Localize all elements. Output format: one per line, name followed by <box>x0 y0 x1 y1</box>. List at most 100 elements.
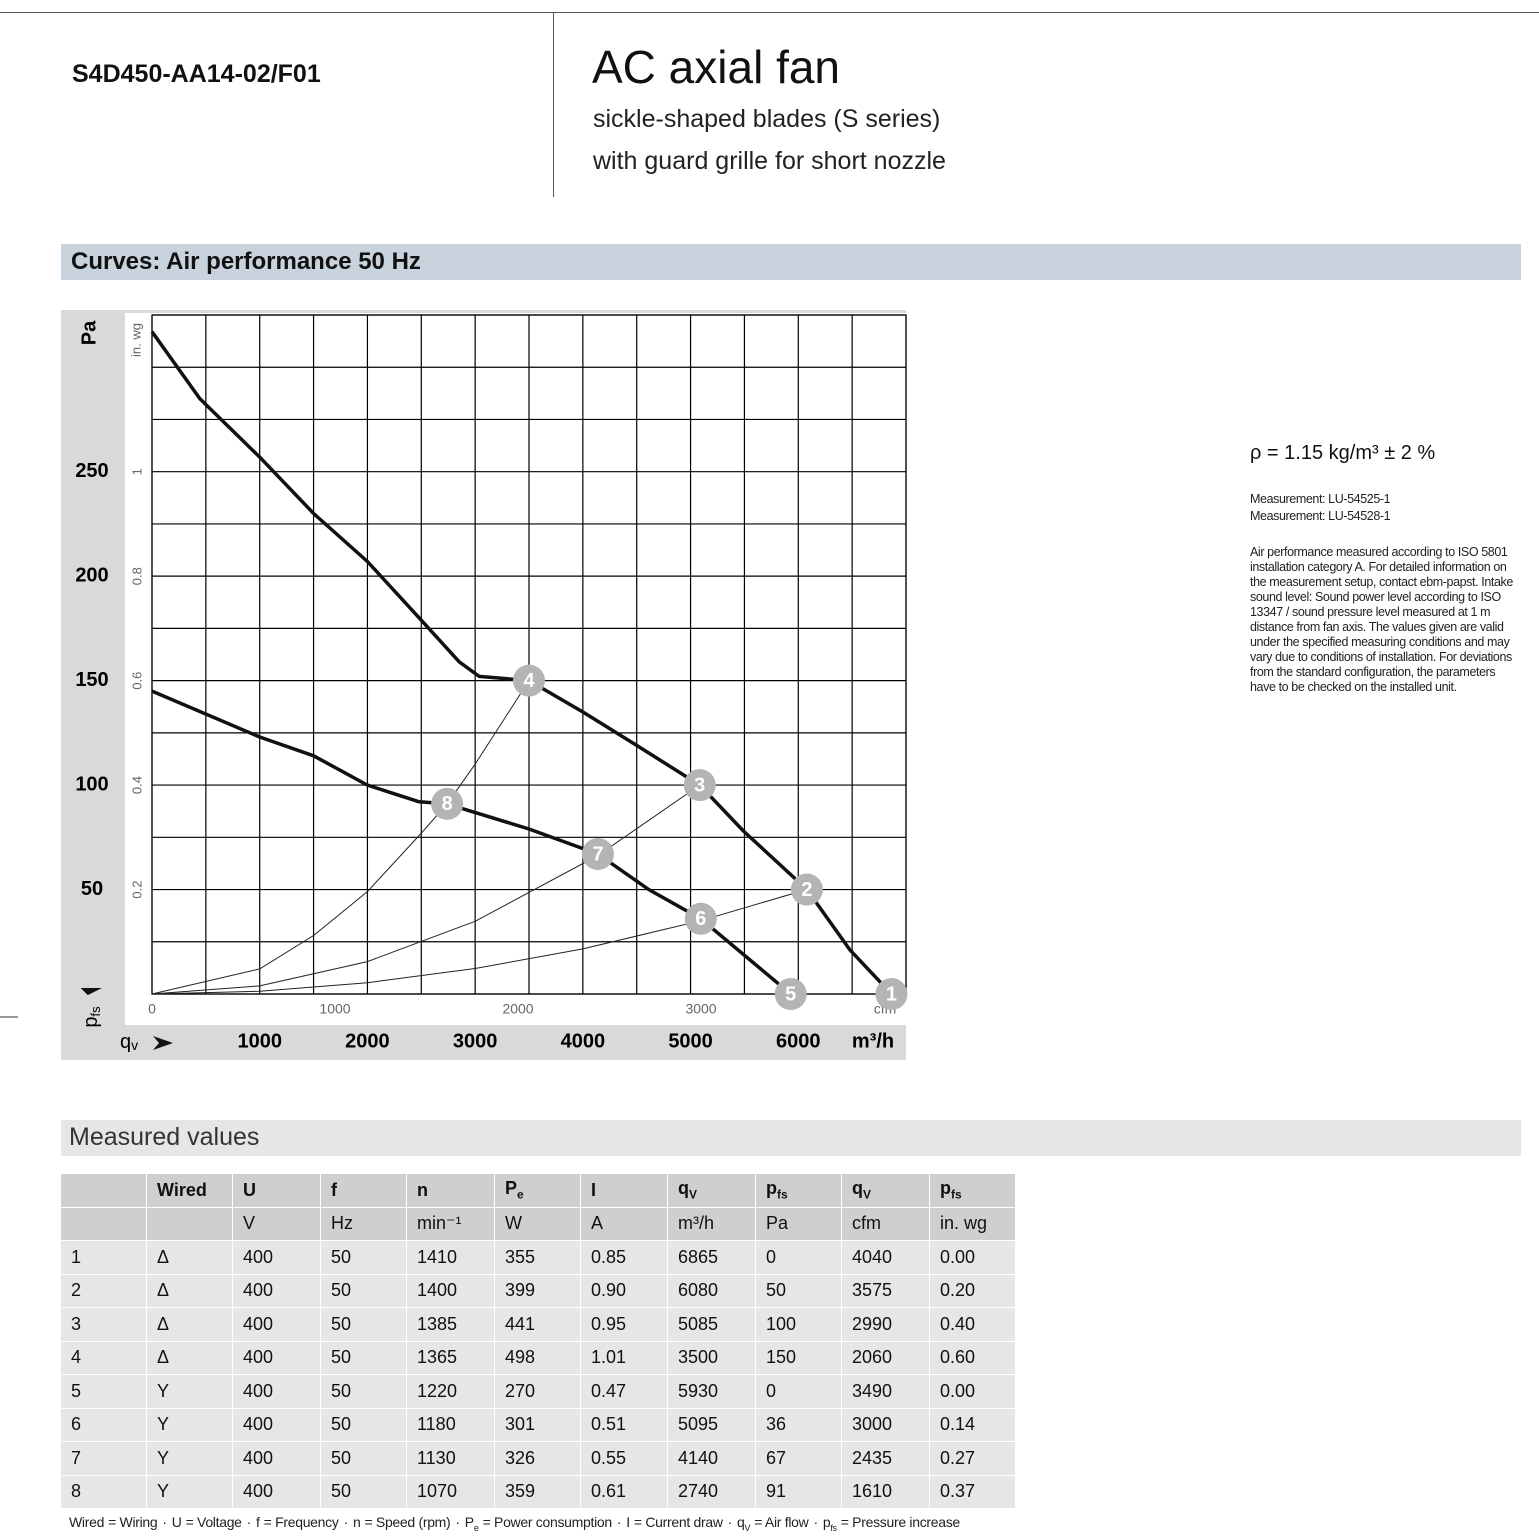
x-tick-label: 2000 <box>345 1030 390 1052</box>
operating-point-label: 2 <box>801 879 812 901</box>
table-cell: 0.14 <box>929 1408 1016 1442</box>
table-cell: Δ <box>146 1274 233 1308</box>
table-cell: 3490 <box>841 1374 930 1409</box>
footnote-symbol: q <box>737 1514 745 1530</box>
table-cell: 399 <box>494 1274 581 1308</box>
column-header: f <box>320 1174 407 1208</box>
operating-point <box>683 769 716 802</box>
row-number: 2 <box>61 1274 147 1308</box>
footnote-subscript: V <box>744 1522 751 1533</box>
x-axis-unit: m³/h <box>852 1030 894 1052</box>
column-unit: min⁻¹ <box>406 1207 495 1241</box>
table-cell: 0.00 <box>929 1374 1016 1409</box>
y-arrow <box>80 987 102 996</box>
x-tick-label: 3000 <box>453 1030 498 1052</box>
column-symbol: U <box>243 1179 256 1200</box>
table-row: 4 Δ 400 50 1365 498 1.01 3500 150 2060 0.60 <box>61 1341 1016 1375</box>
section-title: Curves: Air performance 50 Hz <box>71 248 421 275</box>
table-cell: 400 <box>232 1374 321 1409</box>
column-header: U <box>232 1174 321 1208</box>
column-header: qV <box>841 1174 930 1208</box>
table-cell: 50 <box>755 1274 842 1308</box>
table-cell: 3500 <box>667 1341 756 1375</box>
unit-text: in. wg <box>940 1213 988 1234</box>
row-number: 6 <box>61 1408 147 1442</box>
unit-text: m³/h <box>678 1213 714 1234</box>
footnote-symbol: Wired <box>69 1514 105 1530</box>
row-number: 1 <box>61 1240 147 1275</box>
table-cell: 400 <box>232 1240 321 1275</box>
unit-text: min⁻¹ <box>417 1213 462 1234</box>
table-cell: Δ <box>146 1341 233 1375</box>
column-subscript: fs <box>951 1188 962 1203</box>
table-cell: 6865 <box>667 1240 756 1275</box>
table-cell: 0.55 <box>580 1441 668 1476</box>
operating-point <box>790 873 823 906</box>
footnote-text: = Voltage <box>185 1514 242 1530</box>
operating-point-label: 5 <box>785 983 796 1005</box>
column-unit: in. wg <box>929 1207 1016 1241</box>
table-cell: 0.20 <box>929 1274 1016 1308</box>
table-cell: 301 <box>494 1408 581 1442</box>
footnote-subscript: e <box>473 1522 479 1533</box>
table-cell: 400 <box>232 1307 321 1342</box>
operating-point <box>581 838 614 871</box>
column-subscript: fs <box>777 1188 788 1203</box>
curve <box>151 784 700 995</box>
table-cell: 100 <box>755 1307 842 1342</box>
column-symbol: p <box>940 1178 951 1199</box>
column-header: pfs <box>929 1174 1016 1208</box>
operating-point <box>513 664 545 697</box>
table-cell: 1070 <box>406 1475 495 1509</box>
table-cell: 270 <box>494 1374 581 1409</box>
x2-tick-label: 2000 <box>502 1001 533 1017</box>
table-cell: 0.90 <box>580 1274 668 1308</box>
y-tick-label: 200 <box>75 564 108 586</box>
row-number: 3 <box>61 1307 147 1342</box>
table-cell: 150 <box>755 1341 842 1375</box>
table-cell: 67 <box>755 1441 842 1476</box>
table-cell: Y <box>146 1408 233 1442</box>
column-symbol: I <box>591 1179 597 1200</box>
table-cell: 50 <box>320 1441 407 1476</box>
table-row: 2 Δ 400 50 1400 399 0.90 6080 50 3575 0.20 <box>61 1274 1016 1308</box>
column-header: qV <box>667 1174 756 1208</box>
unit-text: W <box>505 1213 522 1234</box>
column-symbol: P <box>505 1178 518 1199</box>
footnote-separator: · <box>343 1514 349 1530</box>
y2-tick-label: 0.2 <box>129 880 144 898</box>
table-cell: 50 <box>320 1408 407 1442</box>
table-cell: 50 <box>320 1475 407 1509</box>
footnote-text: = Power consumption <box>482 1514 613 1530</box>
y-axis-subscript: fs <box>88 1006 103 1017</box>
table-cell: 5095 <box>667 1408 756 1442</box>
column-unit: Hz <box>320 1207 407 1241</box>
table-cell: 2740 <box>667 1475 756 1509</box>
row-number: 5 <box>61 1374 147 1409</box>
model-number: S4D450-AA14-02/F01 <box>72 60 321 88</box>
table-cell: 0.37 <box>929 1475 1016 1509</box>
y-tick-label: 100 <box>75 773 108 795</box>
table-cell: 50 <box>320 1307 407 1342</box>
table-cell: 498 <box>494 1341 581 1375</box>
y2-tick-label: 1 <box>129 468 144 475</box>
table-cell: 5085 <box>667 1307 756 1342</box>
y2-tick-label: 0.4 <box>129 776 144 794</box>
section-title: Measured values <box>69 1123 260 1151</box>
table-cell: 91 <box>755 1475 842 1509</box>
table-cell: 0.40 <box>929 1307 1016 1342</box>
table-cell: 6080 <box>667 1274 756 1308</box>
column-symbol: f <box>331 1179 337 1200</box>
table-row: 5 Y 400 50 1220 270 0.47 5930 0 3490 0.00 <box>61 1374 1016 1409</box>
operating-point-label: 6 <box>695 908 706 930</box>
x-tick-label: 5000 <box>668 1030 713 1052</box>
table-cell: Y <box>146 1441 233 1476</box>
table-cell: 0.00 <box>929 1240 1016 1275</box>
operating-point-label: 1 <box>886 983 897 1005</box>
product-subtitle: with guard grille for short nozzle <box>593 147 946 175</box>
table-cell: 2060 <box>841 1341 930 1375</box>
table-cell: 1.01 <box>580 1341 668 1375</box>
table-cell: Δ <box>146 1307 233 1342</box>
table-cell: 1410 <box>406 1240 495 1275</box>
